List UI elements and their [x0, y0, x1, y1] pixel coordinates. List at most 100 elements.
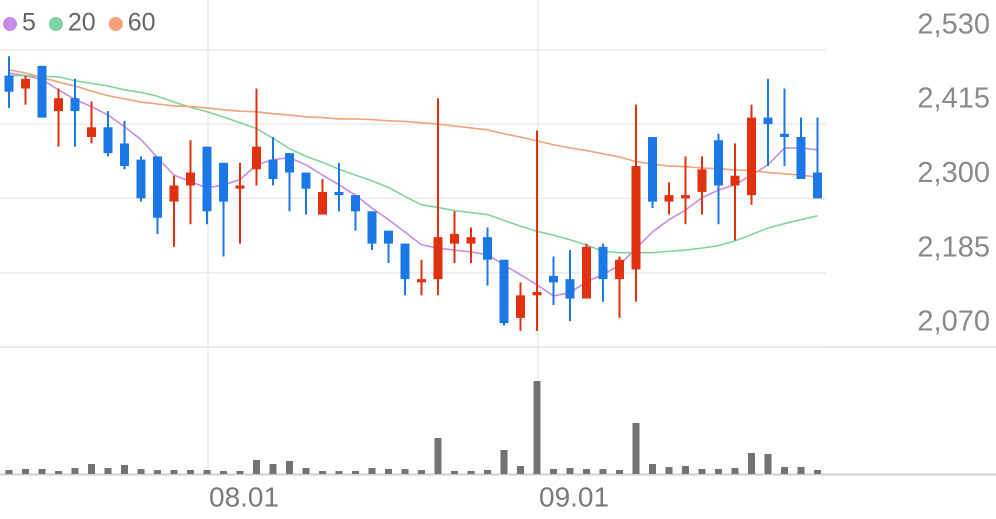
volume-bar	[368, 468, 376, 474]
volume-bar	[583, 469, 590, 474]
volume-bar	[154, 470, 161, 474]
volume-bar	[550, 469, 557, 474]
candle-body	[813, 172, 822, 199]
volume-bar	[632, 423, 640, 474]
candle-body	[136, 159, 146, 199]
candle-body	[202, 146, 212, 212]
candle-body	[648, 136, 657, 202]
y-tick-label: 2,415	[917, 83, 990, 115]
candle-body	[697, 169, 707, 192]
labels: 2,070 2,185 2,300 2,415 2,530 08.01 09.01	[209, 8, 990, 512]
volume-bar	[814, 470, 821, 474]
volume-bar	[500, 450, 508, 474]
volume-bar	[220, 471, 227, 474]
candle-body	[450, 233, 459, 244]
candle-body	[70, 98, 80, 112]
candle-body	[301, 172, 311, 189]
volume-bar	[253, 460, 260, 474]
candle-body	[483, 237, 492, 260]
y-tick-label: 2,185	[917, 231, 990, 263]
x-tick-label: 08.01	[209, 481, 279, 512]
volume-bar	[385, 469, 392, 474]
volume-bar	[715, 469, 722, 474]
candle-body	[763, 117, 773, 125]
candle-body	[285, 153, 294, 173]
ma-line	[8, 72, 818, 297]
volume-bar	[418, 470, 425, 474]
ma-line	[8, 69, 818, 178]
candle-body	[252, 146, 261, 170]
candle-body	[37, 65, 47, 118]
candle-body	[499, 259, 509, 324]
legend: 5 20 60	[3, 9, 156, 37]
legend-swatch	[3, 17, 17, 31]
volume-bar	[434, 438, 442, 474]
volume-bar	[616, 470, 623, 474]
grid	[0, 0, 826, 474]
volume-bar	[236, 471, 244, 474]
candle-body	[120, 143, 129, 167]
volume-bar	[797, 467, 805, 474]
candle-body	[87, 127, 96, 137]
moving-averages	[8, 69, 818, 297]
y-tick-label: 2,530	[917, 8, 990, 40]
candle-body	[796, 136, 806, 179]
candle-body	[780, 133, 789, 137]
candle-body	[186, 172, 195, 186]
candle-body	[615, 259, 624, 280]
candle-body	[466, 237, 476, 244]
candle-body	[681, 195, 690, 199]
legend-label: 20	[68, 9, 96, 37]
candle-body	[582, 246, 591, 299]
volume-bar	[599, 469, 607, 474]
y-tick-label: 2,070	[917, 306, 990, 338]
volume-bar	[781, 467, 788, 474]
legend-swatch	[48, 17, 63, 31]
candle-body	[219, 162, 228, 202]
ma-line	[9, 74, 818, 254]
candle-body	[153, 156, 162, 218]
candle-body	[334, 191, 344, 196]
candle-body	[598, 246, 608, 280]
candle-body	[400, 243, 410, 280]
candle-body	[631, 166, 641, 270]
volume-bar	[121, 465, 128, 474]
volume-bar	[88, 464, 95, 474]
volume-bar	[203, 470, 211, 474]
candle-body	[433, 237, 443, 280]
volume-bar	[352, 471, 359, 474]
volume-panel	[5, 381, 821, 474]
candle-body	[21, 78, 30, 89]
volume-bar	[71, 468, 79, 474]
candle-body	[54, 98, 63, 112]
volume-bar	[764, 454, 772, 474]
volume-bar	[517, 466, 524, 474]
volume-bar	[748, 453, 755, 474]
legend-label: 60	[128, 9, 156, 37]
volume-bar	[698, 469, 706, 474]
candle-body	[384, 230, 393, 244]
volume-bar	[401, 469, 409, 474]
volume-bar	[682, 466, 689, 474]
candle-body	[664, 195, 674, 202]
volume-bar	[137, 469, 145, 474]
candle-body	[417, 279, 426, 283]
volume-bar	[319, 471, 326, 474]
volume-bar	[484, 470, 491, 474]
legend-label: 5	[22, 9, 36, 37]
candle-body	[169, 185, 179, 202]
volume-bar	[286, 461, 293, 474]
volume-bar	[665, 467, 673, 474]
candle-body	[532, 292, 542, 296]
candle-body	[549, 275, 558, 283]
volume-bar	[302, 468, 310, 474]
volume-bar	[38, 469, 46, 474]
candle-body	[730, 175, 740, 186]
x-tick-label: 09.01	[539, 481, 609, 512]
candle-body	[747, 117, 756, 196]
candle-body	[318, 191, 327, 215]
volume-bar	[22, 469, 29, 474]
volume-bar	[5, 470, 13, 474]
volume-bar	[187, 470, 194, 474]
